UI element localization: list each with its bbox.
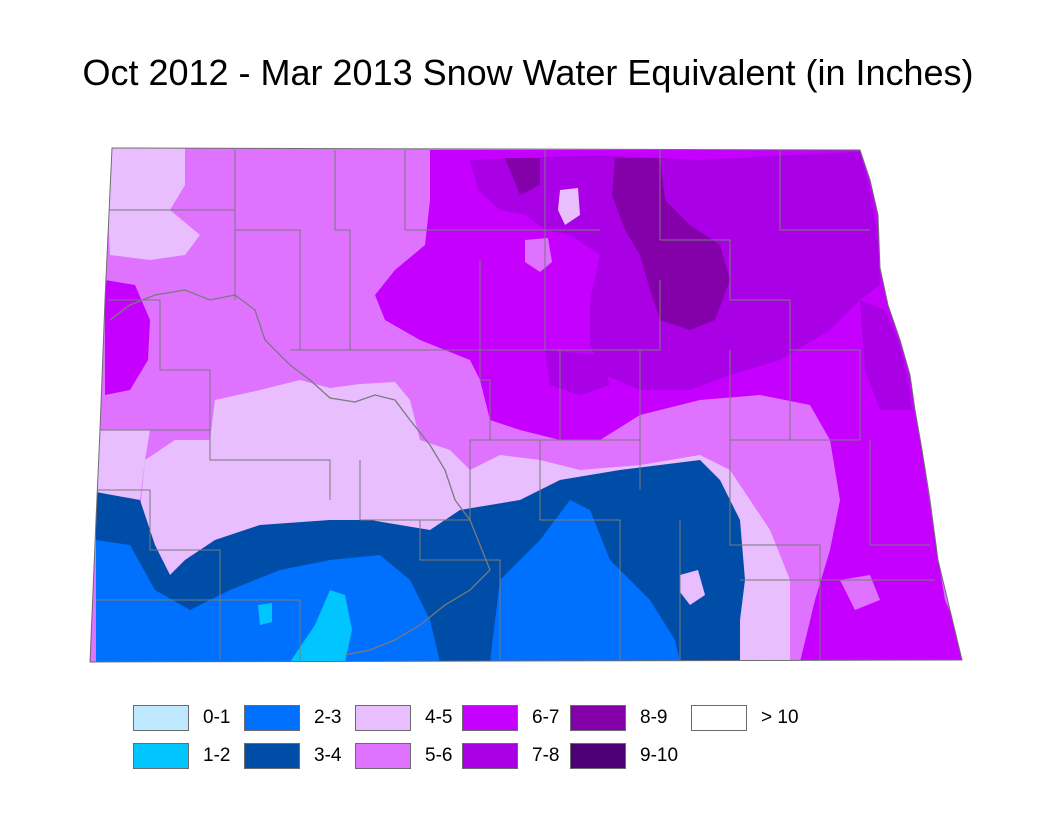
zone-4-5-southeast-spot: [680, 570, 705, 605]
legend-label: 7-8: [532, 745, 560, 766]
zone-2-3-west: [96, 540, 440, 662]
legend-item: > 10: [691, 703, 799, 733]
map-title: Oct 2012 - Mar 2013 Snow Water Equivalen…: [82, 52, 974, 93]
legend-item: 8-9: [570, 703, 667, 733]
legend-label: 2-3: [314, 707, 342, 728]
legend-label: 5-6: [425, 745, 453, 766]
zone-4-5-pocket: [558, 188, 580, 225]
legend-swatch-8-9: [570, 705, 626, 731]
legend-swatch-1-2: [133, 743, 189, 769]
zone-7-8-central: [545, 350, 610, 395]
state-outline: [89, 147, 963, 663]
legend-item: 6-7: [462, 703, 559, 733]
zone-4-5-central: [140, 380, 790, 662]
legend-label: 6-7: [532, 707, 560, 728]
zone-1-2-spot: [258, 603, 272, 625]
legend-label: 3-4: [314, 745, 342, 766]
legend-label: 9-10: [640, 745, 679, 766]
legend-item: 0-1: [133, 703, 230, 733]
legend: 0-1 1-2 2-3 3-4 4-5 5-6 6-7 7-8 8-9 9-10…: [130, 700, 830, 780]
legend-item: 1-2: [133, 741, 230, 771]
zone-8-9-north: [505, 158, 540, 195]
legend-swatch-9-10: [570, 743, 626, 769]
legend-swatch-over-10: [691, 705, 747, 731]
legend-label: 4-5: [425, 707, 453, 728]
legend-item: 2-3: [244, 703, 341, 733]
legend-label: > 10: [761, 707, 799, 728]
zone-1-2-south: [290, 590, 352, 662]
legend-item: 9-10: [570, 741, 678, 771]
legend-swatch-4-5: [355, 705, 411, 731]
legend-swatch-0-1: [133, 705, 189, 731]
legend-swatch-7-8: [462, 743, 518, 769]
legend-swatch-6-7: [462, 705, 518, 731]
river-line: [109, 289, 491, 656]
zone-2-3-central: [490, 500, 680, 662]
map-fill-regions: [90, 148, 962, 662]
zone-8-9: [612, 158, 730, 330]
zone-4-5-southwest: [98, 430, 150, 500]
legend-label: 1-2: [203, 745, 231, 766]
zone-6-7-west: [105, 280, 150, 395]
zone-7-8-east: [860, 300, 912, 410]
zone-4-5-northwest: [105, 148, 200, 260]
legend-item: 4-5: [355, 703, 452, 733]
legend-label: 8-9: [640, 707, 668, 728]
legend-swatch-3-4: [244, 743, 300, 769]
legend-item: 5-6: [355, 741, 452, 771]
county-boundaries: [96, 150, 935, 660]
legend-label: 0-1: [203, 707, 231, 728]
zone-5-6-southeast-spot: [840, 575, 880, 610]
legend-swatch-2-3: [244, 705, 300, 731]
legend-item: 3-4: [244, 741, 341, 771]
legend-item: 7-8: [462, 741, 559, 771]
snow-water-equivalent-map: [89, 147, 963, 663]
legend-swatch-5-6: [355, 743, 411, 769]
